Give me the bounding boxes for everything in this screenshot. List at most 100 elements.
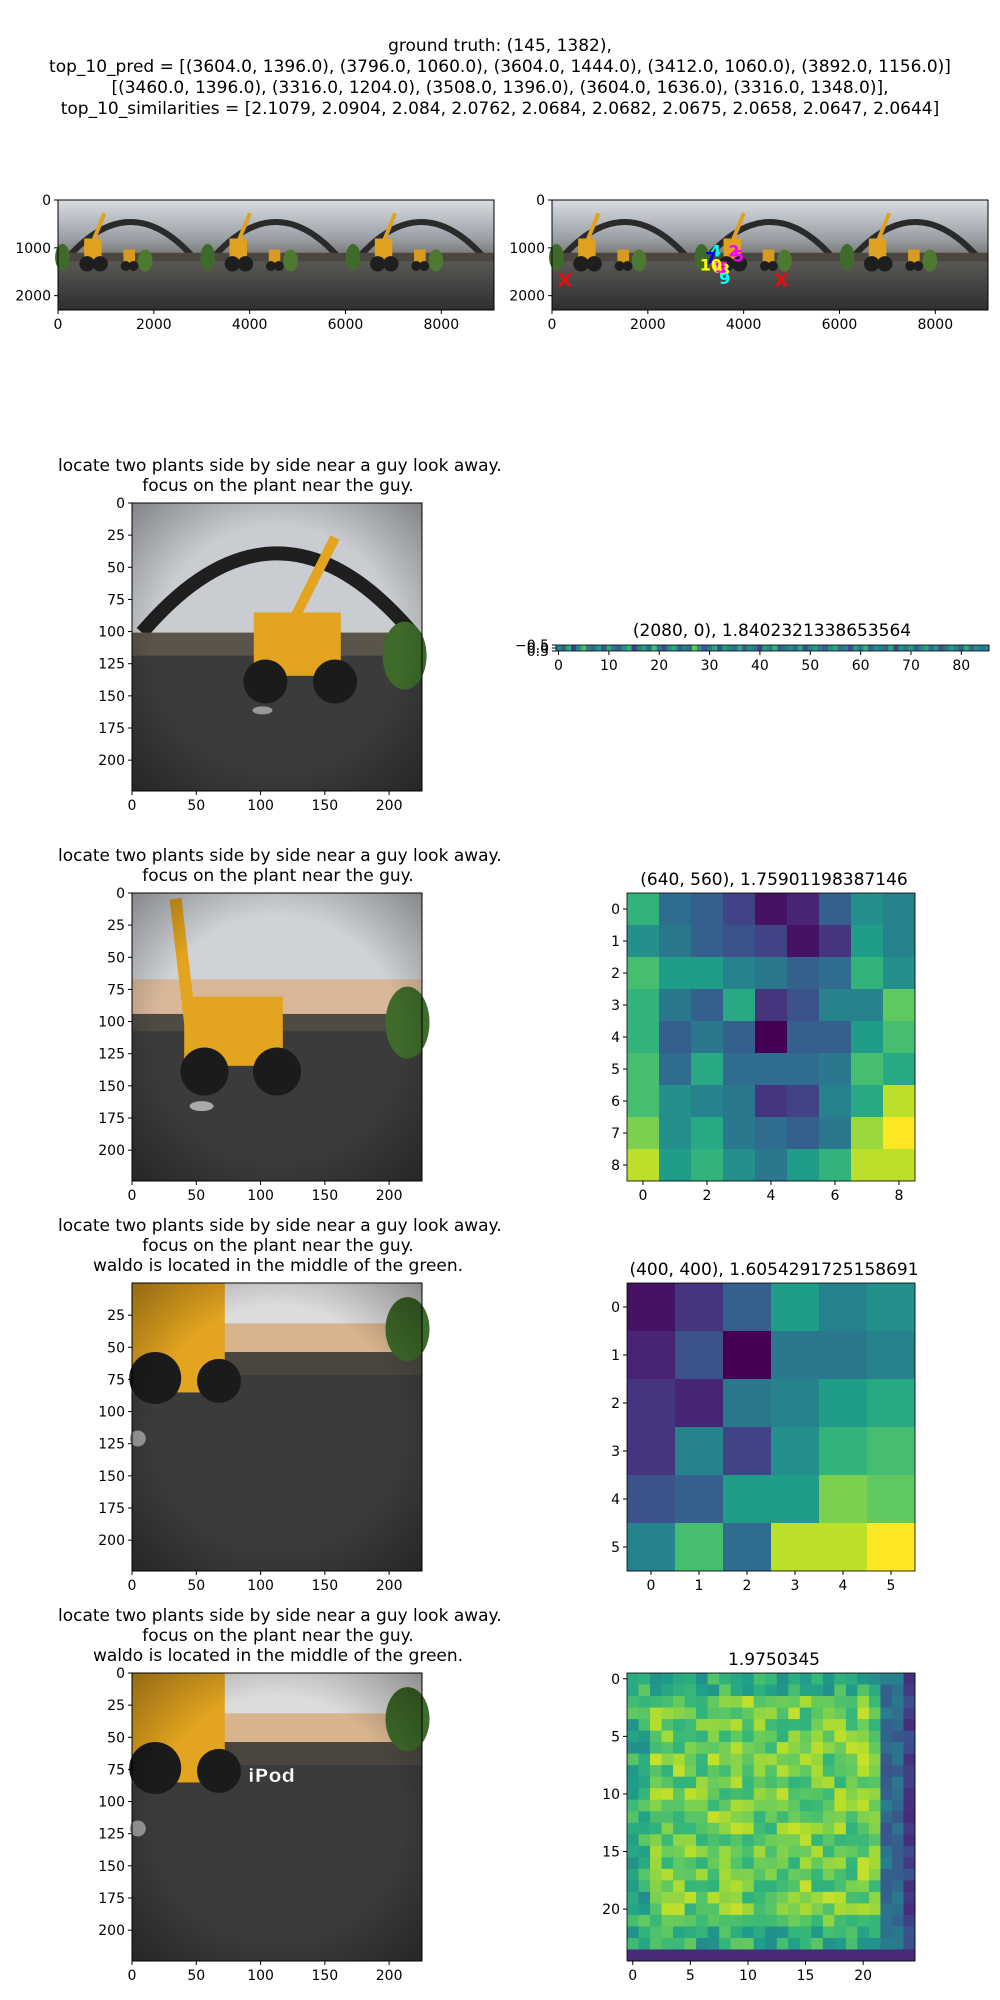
heatmap-cell xyxy=(880,1719,893,1731)
heatmap-cell xyxy=(707,1811,720,1824)
heatmap-cell xyxy=(684,1696,697,1708)
heatmap-cell xyxy=(857,1903,870,1916)
heatmap-cell xyxy=(811,1880,824,1893)
heatmap-cell xyxy=(857,1696,870,1708)
heatmap-cell xyxy=(799,1937,812,1950)
heatmap-cell xyxy=(719,1799,732,1812)
heatmap-cell xyxy=(730,1765,743,1778)
heatmap-cell xyxy=(753,1696,766,1708)
y-tick-label: 2 xyxy=(611,966,620,982)
y-tick-label: 0 xyxy=(116,1666,125,1682)
heatmap-cell xyxy=(834,1822,847,1835)
heatmap-cell xyxy=(822,1753,835,1766)
heatmap-cell xyxy=(684,1765,697,1778)
heatmap-cell xyxy=(723,1149,756,1182)
heatmap-cell xyxy=(707,1903,720,1916)
heatmap-cell xyxy=(753,1673,766,1685)
x-tick-label: 100 xyxy=(247,1188,274,1204)
axis-ticks: 0 2 4 6 8 0 1 2 3 4 5 6 7 8 xyxy=(611,902,903,1204)
x-tick-label: 0 xyxy=(548,317,557,333)
x-tick-label: 40 xyxy=(751,658,769,674)
heatmap-cell xyxy=(788,1834,801,1847)
heatmap-cell xyxy=(673,1696,685,1708)
heatmap-cell xyxy=(627,1730,639,1743)
y-tick-label: 3 xyxy=(611,1444,620,1460)
heatmap-cell xyxy=(684,1730,697,1743)
heatmap-cell xyxy=(638,1857,651,1870)
heatmap-cell xyxy=(891,1834,904,1847)
heatmap-cell xyxy=(834,1696,847,1708)
heatmap-cell xyxy=(788,1799,801,1812)
heatmap-cell xyxy=(742,1903,755,1916)
heatmap-cell xyxy=(868,1799,881,1812)
x-tick-label: 80 xyxy=(952,658,970,674)
y-tick-label: 0.5 xyxy=(527,644,549,660)
heatmap-cell xyxy=(787,925,820,958)
heatmap-cell xyxy=(891,1765,904,1778)
heatmap-cell xyxy=(857,1857,870,1870)
heatmap-cell xyxy=(799,1719,812,1731)
heatmap-cell xyxy=(696,1845,709,1858)
y-tick-label: 100 xyxy=(98,1405,125,1421)
heatmap-cell xyxy=(903,1822,916,1835)
plant xyxy=(137,249,153,272)
heatmap-cell xyxy=(730,1799,743,1812)
heatmap-cell xyxy=(747,645,753,651)
axes-frame xyxy=(626,1282,916,1572)
x-tick-label: 10 xyxy=(600,658,618,674)
roof-arch xyxy=(556,219,693,263)
heatmap-cell xyxy=(857,1926,870,1939)
heatmap-cell xyxy=(730,1696,743,1708)
heatmap-cell xyxy=(963,645,970,651)
heatmap-cell xyxy=(834,1845,847,1858)
heatmap-cell xyxy=(638,1880,651,1893)
y-tick-label: 2000 xyxy=(15,289,51,305)
heatmap-cell xyxy=(799,1822,812,1835)
heatmap-cell xyxy=(661,1891,674,1904)
heatmap-cell xyxy=(765,1857,778,1870)
heatmap-cell xyxy=(696,1753,709,1766)
heatmap-cell xyxy=(719,1696,732,1708)
heatmap-cell xyxy=(742,1914,755,1927)
x-tick-label: 0 xyxy=(128,798,137,814)
heatmap-cell xyxy=(903,1799,916,1812)
title-line-3: [(3460.0, 1396.0), (3316.0, 1204.0), (35… xyxy=(111,78,889,98)
heatmap-cell xyxy=(776,1834,789,1847)
x-tick-label: 0 xyxy=(554,658,563,674)
wheel xyxy=(864,256,880,272)
caption-row5: locate two plants side by side near a gu… xyxy=(58,1606,502,1666)
y-tick-label: 5 xyxy=(611,1062,620,1078)
y-tick-label: 150 xyxy=(98,689,125,705)
heatmap-cell xyxy=(650,1707,662,1720)
heatmap-cell xyxy=(908,645,914,651)
heatmap-cell xyxy=(928,645,935,651)
heatmap-cell xyxy=(723,989,756,1022)
heatmap-cell xyxy=(581,645,587,651)
heatmap-cell xyxy=(730,1730,743,1743)
heatmap-cell xyxy=(822,1765,835,1778)
heatmap-cell xyxy=(742,1811,755,1824)
heatmap-cell xyxy=(822,1857,835,1870)
heatmap-cell xyxy=(857,1742,870,1755)
heatmap-cell xyxy=(684,1742,697,1755)
heatmap-cell xyxy=(891,1696,904,1708)
caption-line: focus on the plant near the guy. xyxy=(142,1626,414,1646)
heatmap-cell xyxy=(851,1149,884,1182)
heatmap-cell xyxy=(730,1684,743,1697)
x-tick-label: 150 xyxy=(311,798,338,814)
heatmap-cell xyxy=(707,1765,720,1778)
heatmap-cell xyxy=(661,1707,674,1720)
heatmap-title: 1.9750345 xyxy=(728,1650,820,1670)
heatmap-cell xyxy=(891,1799,904,1812)
wheel xyxy=(759,261,770,271)
heatmap-cell xyxy=(661,1799,674,1812)
heatmap-cell xyxy=(730,1753,743,1766)
heatmap-cell xyxy=(845,1753,858,1766)
heatmap-cell xyxy=(627,1523,676,1572)
heatmap-cell xyxy=(788,1707,801,1720)
heatmap-cell xyxy=(684,1903,697,1916)
wheel xyxy=(370,256,386,272)
heatmap-cell xyxy=(834,1926,847,1939)
panorama-image xyxy=(549,200,988,310)
